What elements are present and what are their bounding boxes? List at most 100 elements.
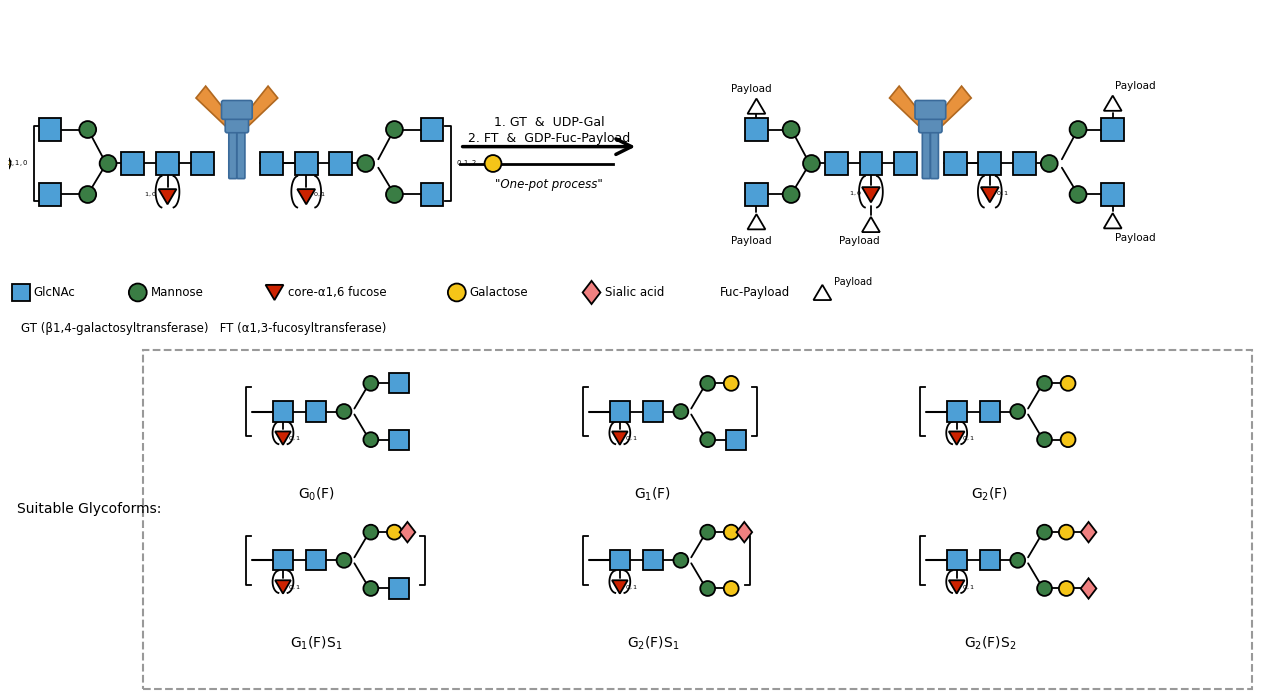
Bar: [944, 152, 967, 175]
Text: $_{0,1}$: $_{0,1}$: [288, 582, 301, 592]
FancyBboxPatch shape: [228, 128, 237, 178]
Bar: [421, 118, 443, 141]
Text: Payload: Payload: [834, 276, 872, 286]
Text: $_{0,1}$: $_{0,1}$: [962, 582, 975, 592]
FancyBboxPatch shape: [225, 108, 249, 133]
Bar: [388, 430, 409, 449]
Text: "One-pot process": "One-pot process": [495, 178, 603, 191]
Bar: [610, 550, 629, 570]
Circle shape: [700, 525, 716, 540]
Polygon shape: [275, 580, 291, 594]
Circle shape: [700, 376, 716, 391]
Circle shape: [1058, 581, 1074, 596]
Circle shape: [1037, 376, 1052, 391]
Circle shape: [386, 121, 402, 138]
FancyBboxPatch shape: [930, 128, 938, 178]
Text: Payload: Payload: [1114, 232, 1155, 243]
Text: G$_1$(F)S$_1$: G$_1$(F)S$_1$: [289, 635, 343, 652]
Text: G$_1$(F): G$_1$(F): [634, 486, 671, 503]
Circle shape: [1010, 553, 1025, 568]
Circle shape: [1041, 155, 1057, 172]
Polygon shape: [297, 189, 315, 204]
Text: $_{0,1}$: $_{0,1}$: [626, 434, 638, 443]
Polygon shape: [1081, 578, 1096, 598]
Bar: [1013, 152, 1036, 175]
Polygon shape: [275, 431, 291, 444]
Polygon shape: [265, 285, 283, 300]
Bar: [273, 402, 293, 421]
Bar: [643, 550, 662, 570]
Polygon shape: [862, 187, 879, 202]
Polygon shape: [582, 281, 600, 304]
Polygon shape: [862, 217, 879, 232]
Bar: [38, 183, 61, 206]
Text: $_{0,1}$: $_{0,1}$: [626, 582, 638, 592]
Bar: [388, 373, 409, 393]
Bar: [306, 402, 326, 421]
Text: Payload: Payload: [731, 236, 772, 246]
Text: $_{0,1}$: $_{0,1}$: [313, 190, 326, 199]
Bar: [895, 152, 917, 175]
Text: $_{0,1,2}$: $_{0,1,2}$: [457, 158, 477, 169]
Text: 2. FT  &  GDP-Fuc-Payload: 2. FT & GDP-Fuc-Payload: [468, 132, 631, 145]
Circle shape: [1070, 121, 1086, 138]
Text: $_{2,1,0}$: $_{2,1,0}$: [8, 158, 29, 169]
Bar: [980, 402, 1000, 421]
Polygon shape: [890, 86, 923, 128]
Circle shape: [1037, 432, 1052, 447]
Bar: [726, 430, 746, 449]
Circle shape: [386, 186, 402, 203]
Polygon shape: [938, 86, 971, 128]
Text: $_{1,0}$: $_{1,0}$: [849, 189, 862, 198]
Polygon shape: [1104, 214, 1122, 228]
Polygon shape: [949, 580, 964, 594]
Polygon shape: [1104, 96, 1122, 111]
Circle shape: [1010, 404, 1025, 419]
Circle shape: [700, 432, 716, 447]
Bar: [190, 152, 213, 175]
Bar: [947, 402, 967, 421]
Bar: [273, 550, 293, 570]
Circle shape: [363, 432, 378, 447]
Circle shape: [783, 121, 799, 138]
Circle shape: [1037, 581, 1052, 596]
Text: G$_2$(F)S$_1$: G$_2$(F)S$_1$: [627, 635, 679, 652]
FancyBboxPatch shape: [237, 128, 245, 178]
Circle shape: [747, 121, 765, 138]
Circle shape: [336, 404, 352, 419]
Bar: [421, 183, 443, 206]
Text: $_{1,0}$: $_{1,0}$: [143, 190, 156, 199]
Text: Suitable Glycoforms:: Suitable Glycoforms:: [16, 502, 161, 516]
Bar: [980, 550, 1000, 570]
Text: GlcNAc: GlcNAc: [34, 286, 76, 299]
Text: Fuc-Payload: Fuc-Payload: [721, 286, 791, 299]
Circle shape: [747, 186, 765, 203]
Text: $_{0,1}$: $_{0,1}$: [962, 434, 975, 443]
Text: Galactose: Galactose: [470, 286, 528, 299]
Bar: [306, 550, 326, 570]
Bar: [978, 152, 1001, 175]
Circle shape: [723, 525, 739, 540]
Circle shape: [448, 284, 466, 302]
Text: $_{0,1}$: $_{0,1}$: [288, 434, 301, 443]
Bar: [122, 152, 145, 175]
Text: G$_2$(F): G$_2$(F): [971, 486, 1009, 503]
Circle shape: [363, 581, 378, 596]
Text: core-α1,6 fucose: core-α1,6 fucose: [288, 286, 387, 299]
Circle shape: [129, 284, 147, 302]
Polygon shape: [612, 431, 628, 444]
Text: Sialic acid: Sialic acid: [605, 286, 665, 299]
Circle shape: [1061, 376, 1075, 391]
Text: 1. GT  &  UDP-Gal: 1. GT & UDP-Gal: [494, 116, 604, 129]
Polygon shape: [195, 86, 230, 128]
Bar: [745, 183, 768, 206]
Circle shape: [783, 186, 799, 203]
Circle shape: [1104, 186, 1121, 203]
Circle shape: [387, 525, 402, 540]
Circle shape: [336, 553, 352, 568]
Polygon shape: [981, 187, 999, 202]
Bar: [1101, 118, 1124, 141]
Circle shape: [803, 155, 820, 172]
Circle shape: [700, 581, 716, 596]
Circle shape: [1058, 525, 1074, 540]
